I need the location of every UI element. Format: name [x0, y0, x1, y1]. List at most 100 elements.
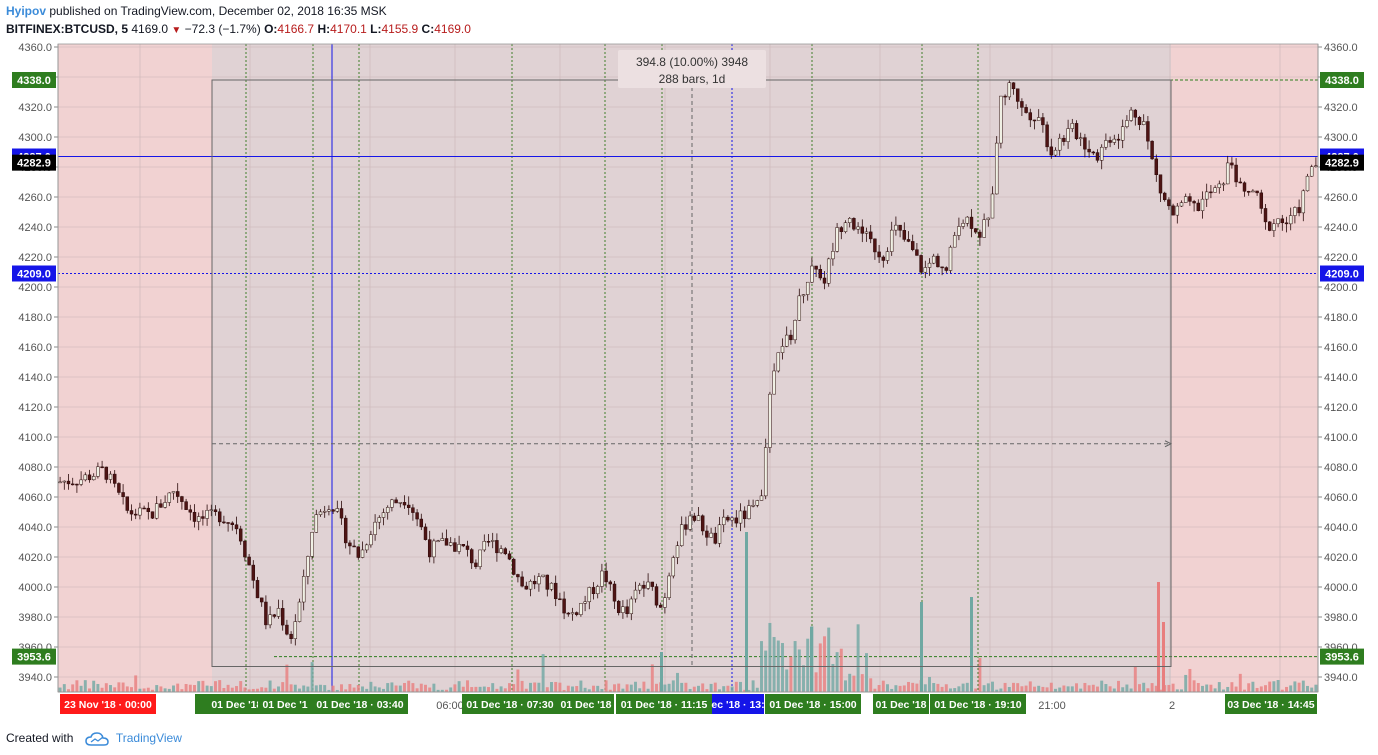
- candle: [822, 271, 827, 290]
- candle-body: [742, 510, 747, 520]
- candle: [1062, 135, 1066, 146]
- down-arrow-icon: ▼: [171, 25, 182, 36]
- candle: [495, 533, 499, 562]
- time-marker-bg: [60, 694, 156, 714]
- candle: [591, 582, 596, 600]
- volume-bar: [62, 684, 66, 692]
- volume-bar: [839, 648, 843, 692]
- volume-bar: [1272, 681, 1276, 692]
- open-label: O:: [264, 22, 278, 36]
- candle-body: [608, 581, 613, 585]
- candle-body: [125, 496, 130, 511]
- candle-body: [1263, 208, 1268, 223]
- candle: [738, 503, 743, 532]
- tradingview-link[interactable]: TradingView: [115, 731, 182, 745]
- candle: [776, 352, 781, 373]
- candle: [150, 511, 155, 519]
- candle: [306, 555, 310, 585]
- candle: [448, 537, 453, 547]
- volume-bar: [516, 669, 520, 692]
- volume-bar: [646, 688, 650, 692]
- volume-bar: [638, 688, 642, 692]
- candle-body: [730, 517, 734, 521]
- volume-bar: [1205, 684, 1209, 692]
- candle: [1196, 199, 1201, 212]
- candle-body: [1230, 162, 1234, 166]
- volume-bar: [289, 684, 293, 692]
- volume-bar: [755, 687, 759, 692]
- candle: [511, 557, 516, 576]
- candle-body: [1112, 138, 1117, 143]
- price-label-left: 4209.0: [17, 269, 51, 281]
- candle-body: [734, 517, 739, 524]
- candle-body: [192, 511, 197, 522]
- candle: [1267, 221, 1272, 232]
- candle-body: [1188, 196, 1192, 202]
- volume-bar: [125, 686, 129, 692]
- volume-spike: [810, 627, 813, 692]
- time-marker-bg: [616, 694, 712, 714]
- candle-body: [83, 474, 88, 481]
- candle-body: [616, 600, 621, 613]
- volume-bar: [529, 682, 532, 692]
- author-link[interactable]: Hyipov: [6, 4, 47, 18]
- candle-body: [1209, 191, 1213, 194]
- volume-bar: [201, 680, 205, 692]
- candle: [562, 591, 566, 620]
- candle: [251, 560, 256, 589]
- volume-bar: [113, 687, 117, 692]
- candle: [532, 575, 537, 590]
- candle-body: [684, 524, 688, 530]
- candle: [692, 512, 697, 523]
- candle: [583, 595, 587, 612]
- low-label: L:: [370, 22, 382, 36]
- candle: [1078, 132, 1083, 147]
- candle-body: [982, 219, 986, 238]
- time-marker-bg: [312, 694, 408, 714]
- candle: [982, 213, 986, 238]
- candle: [1154, 154, 1159, 182]
- candle-body: [226, 522, 230, 524]
- volume-bar: [944, 684, 948, 692]
- candle-body: [495, 540, 499, 554]
- candle-body: [642, 584, 646, 589]
- candle: [1314, 157, 1318, 168]
- candle: [146, 502, 151, 520]
- candle: [499, 545, 503, 555]
- candle-body: [558, 598, 562, 601]
- candle-body: [66, 480, 71, 485]
- candle-body: [1120, 126, 1125, 141]
- volume-bar: [869, 678, 873, 692]
- volume-bar: [466, 680, 469, 692]
- candle: [717, 516, 722, 548]
- candle: [1171, 203, 1175, 216]
- candle-body: [276, 608, 281, 617]
- candle-body: [847, 218, 852, 223]
- y-tick-label-right: 4180.0: [1324, 312, 1358, 324]
- candle-body: [986, 217, 991, 220]
- volume-bar: [1083, 682, 1087, 692]
- candle-body: [784, 334, 789, 347]
- candle-body: [154, 503, 159, 519]
- candle-body: [1213, 187, 1217, 193]
- y-tick-label-right: 4100.0: [1324, 432, 1358, 444]
- candle-body: [881, 256, 886, 261]
- volume-bar: [193, 685, 196, 692]
- candle: [1280, 214, 1285, 231]
- volume-bar: [1024, 685, 1028, 692]
- candle-body: [545, 574, 550, 590]
- candle-body: [1108, 140, 1112, 143]
- candle-body: [474, 562, 478, 567]
- volume-bar: [1096, 686, 1099, 692]
- candle: [633, 581, 638, 603]
- candle: [1015, 88, 1020, 109]
- candle-body: [709, 532, 713, 538]
- range-bars-text: 288 bars, 1d: [659, 72, 726, 86]
- candle-body: [339, 508, 344, 519]
- volume-bar: [1079, 688, 1083, 692]
- volume-bar: [163, 688, 167, 692]
- candle: [940, 266, 944, 276]
- candle-body: [1280, 218, 1285, 224]
- volume-bar: [558, 682, 562, 692]
